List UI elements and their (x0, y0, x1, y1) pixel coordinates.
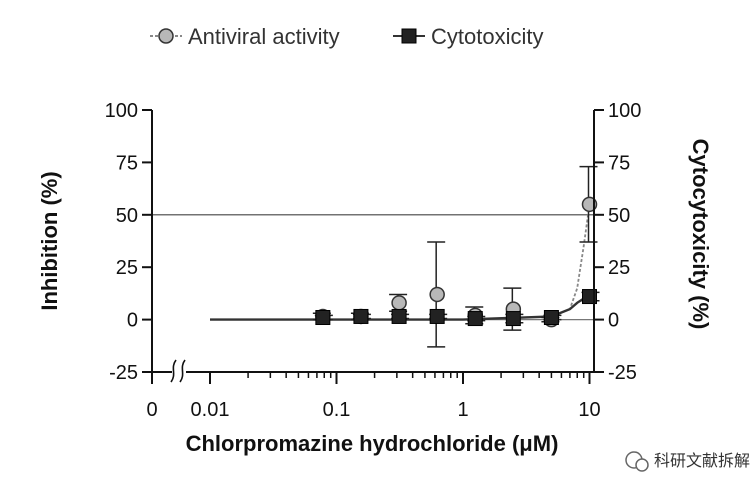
data-markers (315, 196, 598, 328)
watermark-text: 科研文献拆解 (654, 451, 750, 470)
axes: 100 75 50 25 0 -25 100 75 50 25 0 -25 0 0.01 0.1 1 10 (105, 100, 642, 421)
antiviral-point (429, 286, 445, 303)
antiviral-point (391, 295, 407, 311)
cytotoxicity-point (467, 311, 483, 327)
wechat-icon-bubble (635, 458, 649, 472)
right-y-tick-label: 100 (608, 100, 641, 122)
cytotoxicity-point (505, 311, 521, 327)
cytotoxicity-point (315, 310, 331, 326)
legend-label: Cytotoxicity (431, 24, 543, 49)
cytotoxicity-point (391, 308, 407, 324)
left-y-tick-label: 0 (127, 310, 138, 332)
left-y-tick-label: 75 (116, 152, 138, 174)
right-y-tick-label: -25 (608, 362, 637, 384)
legend-circle-marker (158, 28, 174, 44)
x-tick-label: 0.01 (191, 399, 230, 421)
left-y-tick-label: 100 (105, 100, 138, 122)
legend-label: Antiviral activity (188, 24, 340, 49)
cytotoxicity-point (543, 310, 559, 326)
right-y-tick-label: 0 (608, 310, 619, 332)
x-tick-label: 10 (578, 399, 600, 421)
x-tick-label: 0.1 (323, 399, 351, 421)
legend: Antiviral activity Cytotoxicity (150, 24, 543, 49)
left-y-tick-label: 25 (116, 257, 138, 279)
right-y-tick-label: 75 (608, 152, 630, 174)
x-tick-label: 0 (146, 399, 157, 421)
cytotoxicity-point (429, 308, 445, 324)
left-y-axis-title: Inhibition (%) (37, 171, 62, 310)
x-axis-title: Chlorpromazine hydrochloride (μM) (186, 431, 559, 456)
legend-square-marker (401, 28, 417, 44)
right-y-axis-title: Cytocytoxicity (%) (688, 139, 713, 330)
cytotoxicity-point (353, 308, 369, 324)
reference-lines (152, 214, 594, 321)
right-y-tick-label: 50 (608, 205, 630, 227)
axis-labels: Chlorpromazine hydrochloride (μM) Inhibit… (37, 139, 713, 456)
left-y-tick-label: 50 (116, 205, 138, 227)
left-y-tick-label: -25 (109, 362, 138, 384)
right-y-tick-label: 25 (608, 257, 630, 279)
x-tick-label: 1 (457, 399, 468, 421)
axis-break-mark (170, 359, 186, 383)
watermark: 科研文献拆解 (625, 451, 750, 472)
